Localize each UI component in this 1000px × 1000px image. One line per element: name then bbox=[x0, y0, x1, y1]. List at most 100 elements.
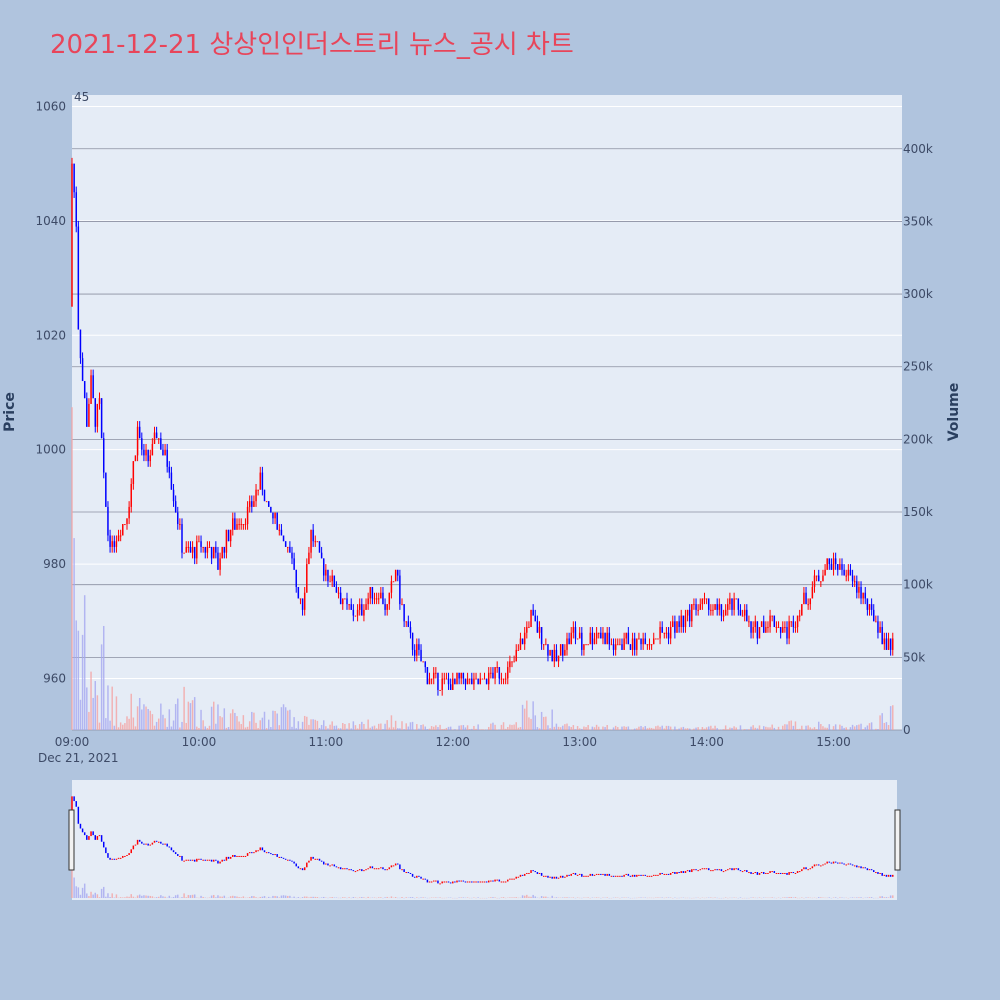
candle-body bbox=[676, 621, 678, 633]
candle-body bbox=[487, 672, 490, 685]
slider-volume-bar bbox=[354, 897, 357, 898]
candle-body bbox=[542, 644, 545, 646]
volume-bar bbox=[83, 595, 86, 730]
range-slider-right-handle[interactable] bbox=[894, 809, 901, 871]
candle-body bbox=[631, 638, 634, 650]
volume-bar bbox=[424, 726, 427, 730]
candle-body bbox=[382, 592, 384, 605]
candle-body bbox=[322, 558, 325, 576]
slider-volume-bar bbox=[162, 896, 164, 898]
slider-volume-bar bbox=[788, 897, 790, 898]
candle-body bbox=[811, 586, 814, 599]
candle-body bbox=[166, 449, 168, 467]
slider-candle bbox=[485, 881, 488, 883]
candle-body bbox=[75, 192, 77, 227]
slider-candle bbox=[426, 879, 429, 883]
candle-body bbox=[263, 489, 266, 502]
slider-candle bbox=[828, 861, 831, 863]
slider-candle bbox=[331, 864, 333, 866]
candle-body bbox=[817, 575, 820, 582]
slider-candle bbox=[430, 881, 433, 883]
slider-volume-bar bbox=[155, 897, 158, 898]
slider-candle bbox=[272, 854, 274, 856]
candle-body bbox=[847, 569, 850, 576]
slider-volume-bar bbox=[348, 897, 350, 898]
candle-body bbox=[390, 581, 393, 593]
candle-body bbox=[767, 627, 769, 629]
slider-candle bbox=[346, 868, 348, 870]
volume-bar bbox=[600, 729, 602, 730]
volume-bar bbox=[177, 698, 179, 730]
volume-bar bbox=[638, 726, 640, 730]
range-slider-area[interactable] bbox=[72, 780, 897, 900]
slider-volume-bar bbox=[460, 897, 462, 898]
candle-body bbox=[739, 609, 742, 616]
candle-body bbox=[794, 627, 797, 629]
candle-body bbox=[724, 609, 727, 616]
slider-candle bbox=[811, 866, 814, 869]
slider-candle bbox=[128, 853, 130, 855]
candle-body bbox=[242, 524, 245, 526]
volume-bar bbox=[612, 727, 615, 730]
volume-bar bbox=[397, 728, 399, 730]
candle-body bbox=[750, 621, 752, 633]
volume-bar bbox=[676, 729, 678, 730]
volume-bar bbox=[115, 696, 118, 730]
candle-body bbox=[272, 512, 274, 519]
slider-candle bbox=[881, 872, 883, 876]
slider-volume-bar bbox=[342, 897, 344, 898]
candle-body bbox=[471, 678, 473, 685]
candle-body bbox=[356, 609, 359, 616]
slider-candle bbox=[644, 874, 647, 876]
volume-bar bbox=[259, 720, 262, 730]
volume-bar bbox=[375, 728, 378, 730]
slider-candle bbox=[885, 874, 888, 877]
range-slider-left-handle[interactable] bbox=[68, 809, 75, 871]
volume-bar bbox=[128, 718, 130, 730]
slider-candle bbox=[604, 873, 606, 876]
candle-body bbox=[697, 609, 699, 611]
candle-body bbox=[164, 449, 166, 456]
volume-bar bbox=[545, 716, 547, 730]
slider-candle bbox=[851, 864, 854, 866]
slider-candle bbox=[820, 865, 822, 867]
slider-volume-bar bbox=[100, 888, 103, 898]
slider-candle bbox=[767, 872, 769, 874]
slider-candle bbox=[291, 860, 293, 862]
candle-body bbox=[483, 678, 486, 680]
x-tick-label: 13:00 bbox=[562, 735, 597, 749]
volume-bar bbox=[665, 725, 668, 730]
candle-body bbox=[105, 472, 107, 507]
candlesticks bbox=[71, 157, 894, 696]
volume-bar bbox=[293, 717, 295, 730]
slider-candle bbox=[769, 871, 771, 873]
slider-candle bbox=[153, 840, 156, 843]
slider-candle bbox=[610, 875, 613, 877]
candle-body bbox=[206, 546, 209, 553]
volume-bar bbox=[803, 729, 805, 730]
volume-bar bbox=[718, 729, 721, 731]
candle-body bbox=[122, 524, 124, 536]
slider-candle bbox=[380, 867, 382, 869]
volume-bar bbox=[881, 713, 883, 730]
volume-bar bbox=[477, 724, 479, 730]
volume-bar bbox=[299, 728, 302, 730]
slider-candle bbox=[519, 874, 522, 877]
volume-bar bbox=[193, 697, 196, 730]
candle-body bbox=[320, 552, 323, 559]
volume-bar bbox=[107, 685, 109, 730]
y2-tick-label: 300k bbox=[903, 287, 933, 301]
candle-body bbox=[234, 518, 236, 530]
slider-candle bbox=[858, 866, 860, 868]
slider-candle bbox=[479, 881, 482, 883]
volume-bar bbox=[775, 729, 778, 730]
volume-bar bbox=[105, 718, 107, 730]
candle-body bbox=[652, 638, 655, 645]
slider-volume-bar bbox=[870, 897, 873, 898]
candle-body bbox=[562, 644, 564, 656]
candle-body bbox=[762, 621, 765, 633]
slider-volume-bar bbox=[223, 895, 226, 898]
slider-candle bbox=[418, 875, 420, 877]
volume-bar bbox=[240, 724, 242, 730]
slider-volume-bar bbox=[168, 895, 171, 898]
